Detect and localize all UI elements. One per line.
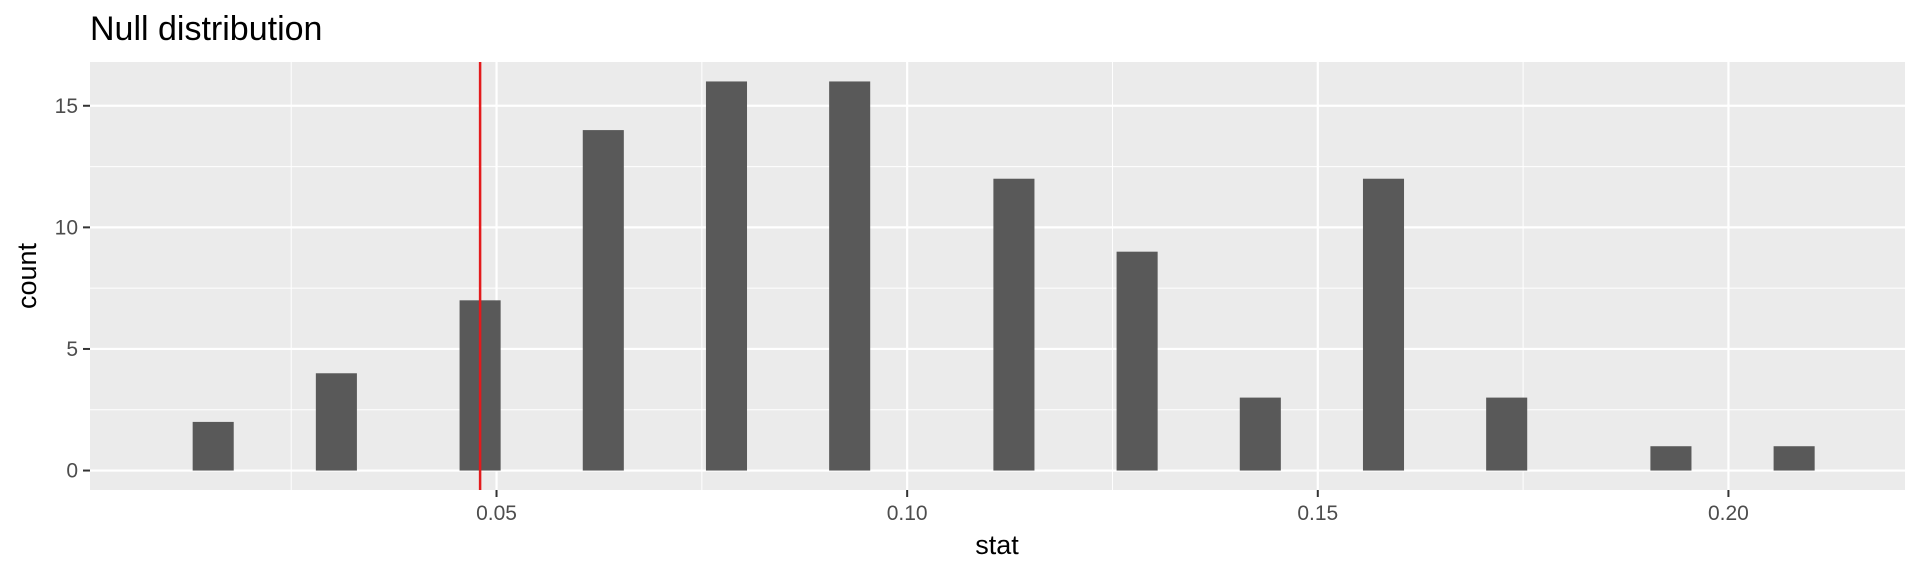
histogram-bar — [1486, 397, 1528, 471]
histogram-bars — [192, 81, 1815, 471]
histogram-bar — [829, 81, 871, 471]
y-axis: 0 5 10 15 — [55, 95, 90, 483]
histogram-bar — [315, 373, 357, 471]
histogram-bar — [705, 81, 748, 471]
histogram-bar — [192, 421, 234, 471]
y-tick-label: 0 — [66, 460, 78, 483]
histogram-bar — [1650, 446, 1692, 471]
histogram-bar — [1239, 397, 1281, 471]
y-tick-label: 10 — [55, 216, 78, 239]
x-tick-label: 0.20 — [1708, 502, 1749, 525]
x-axis-title: stat — [975, 530, 1019, 560]
y-tick-label: 5 — [66, 338, 78, 361]
x-tick-label: 0.05 — [476, 502, 517, 525]
x-tick-label: 0.15 — [1297, 502, 1338, 525]
histogram-bar — [1116, 251, 1158, 471]
x-axis: 0.05 0.10 0.15 0.20 — [476, 490, 1749, 525]
x-tick-label: 0.10 — [887, 502, 928, 525]
y-tick-label: 15 — [55, 95, 78, 118]
y-axis-title: count — [12, 242, 42, 309]
histogram-bar — [993, 178, 1035, 471]
histogram-bar — [582, 130, 624, 471]
chart-title: Null distribution — [90, 10, 322, 48]
histogram-bar — [1773, 446, 1815, 471]
histogram-bar — [1362, 178, 1405, 471]
